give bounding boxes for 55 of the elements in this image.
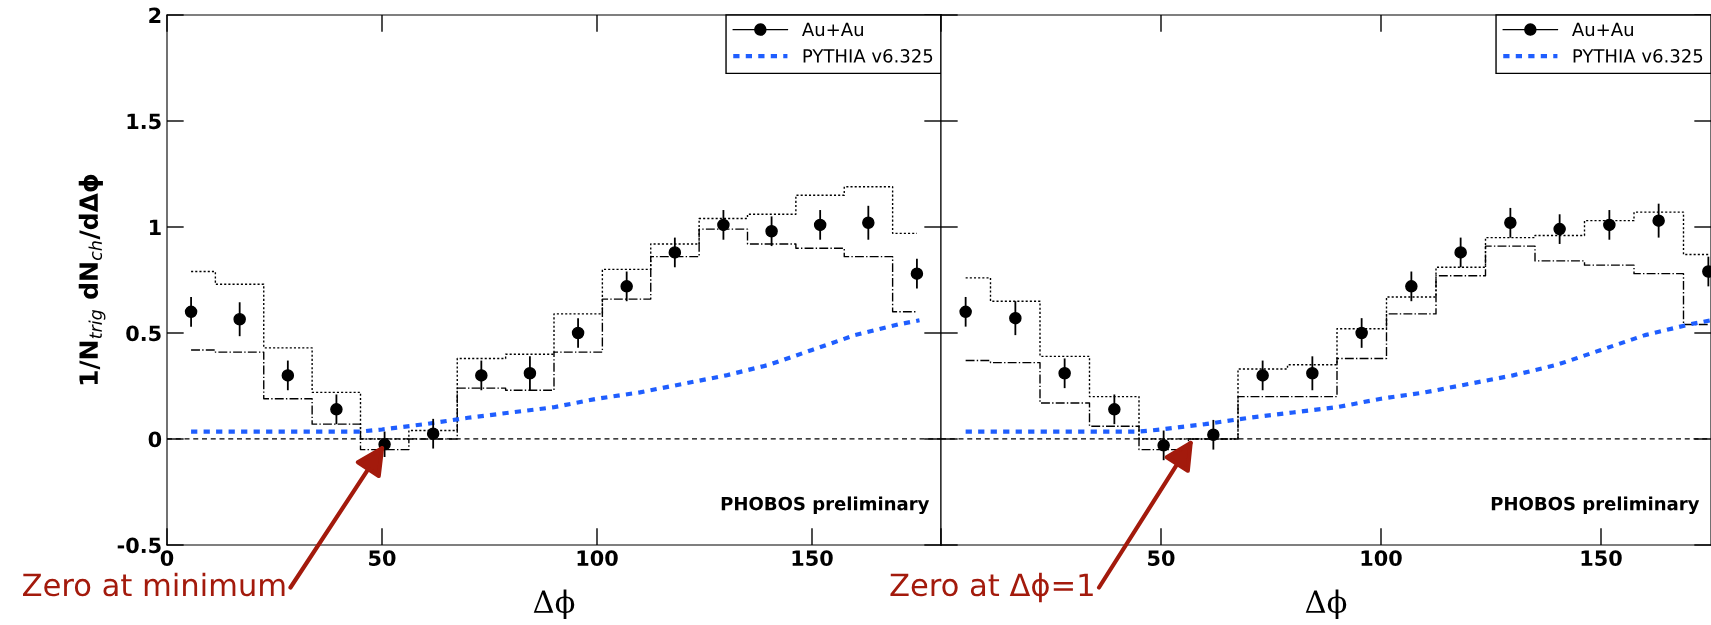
point [765, 224, 778, 238]
point [1355, 326, 1368, 340]
y-axis-title: 1/N$_{trig}$ dN$_{ch}$/dΔϕ [78, 174, 106, 385]
x-tick-label: 150 [1581, 550, 1622, 566]
y-tick-label: 1 [149, 219, 161, 235]
annotation: Zero at Δϕ=1 [890, 572, 1093, 603]
x-tick-label: 50 [1148, 550, 1175, 566]
point [184, 305, 198, 319]
y-tick-label: 2 [149, 7, 161, 23]
point [1207, 428, 1220, 442]
legend-label: Au+Au [802, 22, 863, 37]
x-tick-label: 150 [792, 550, 833, 566]
point [620, 280, 633, 293]
point [668, 246, 682, 259]
annotation: PHOBOS preliminary [721, 496, 930, 515]
line-series [188, 318, 922, 434]
point [281, 369, 295, 382]
point [1652, 214, 1665, 227]
point [717, 218, 730, 232]
point [959, 305, 972, 319]
point [1504, 216, 1517, 230]
annotation: Zero at minimum [23, 572, 285, 597]
point [1603, 218, 1616, 232]
point [862, 216, 875, 230]
legend-label: PYTHIA v6.325 [1573, 49, 1703, 63]
point [910, 267, 924, 280]
x-tick-label: 100 [577, 550, 618, 566]
point [813, 218, 827, 232]
y-tick-label: 1.5 [127, 113, 161, 130]
point [1108, 403, 1121, 416]
point [1157, 439, 1170, 452]
point [1256, 369, 1269, 382]
legend-label: PYTHIA v6.325 [803, 49, 933, 63]
x-tick-label: 50 [369, 550, 396, 566]
y-tick-label: 0.5 [126, 325, 161, 342]
point [426, 427, 440, 440]
point [1009, 311, 1022, 325]
point [475, 369, 488, 382]
x-tick-label: 0 [160, 550, 174, 566]
point [233, 312, 246, 326]
point [523, 367, 537, 380]
point [1405, 280, 1418, 293]
x-tick-label: 100 [1361, 550, 1402, 566]
point [1454, 246, 1467, 259]
y-tick-label: -0.5 [117, 537, 161, 554]
point [1553, 222, 1566, 236]
y-tick-label: 0 [148, 431, 162, 448]
point [330, 403, 343, 416]
legend-label: Au+Au [1572, 22, 1633, 37]
point [1058, 367, 1071, 380]
x-axis-title: Δϕ [1305, 589, 1347, 620]
point [1306, 367, 1319, 380]
x-axis-title: Δϕ [533, 589, 575, 620]
annotation: PHOBOS preliminary [1491, 496, 1700, 515]
point [571, 326, 585, 340]
